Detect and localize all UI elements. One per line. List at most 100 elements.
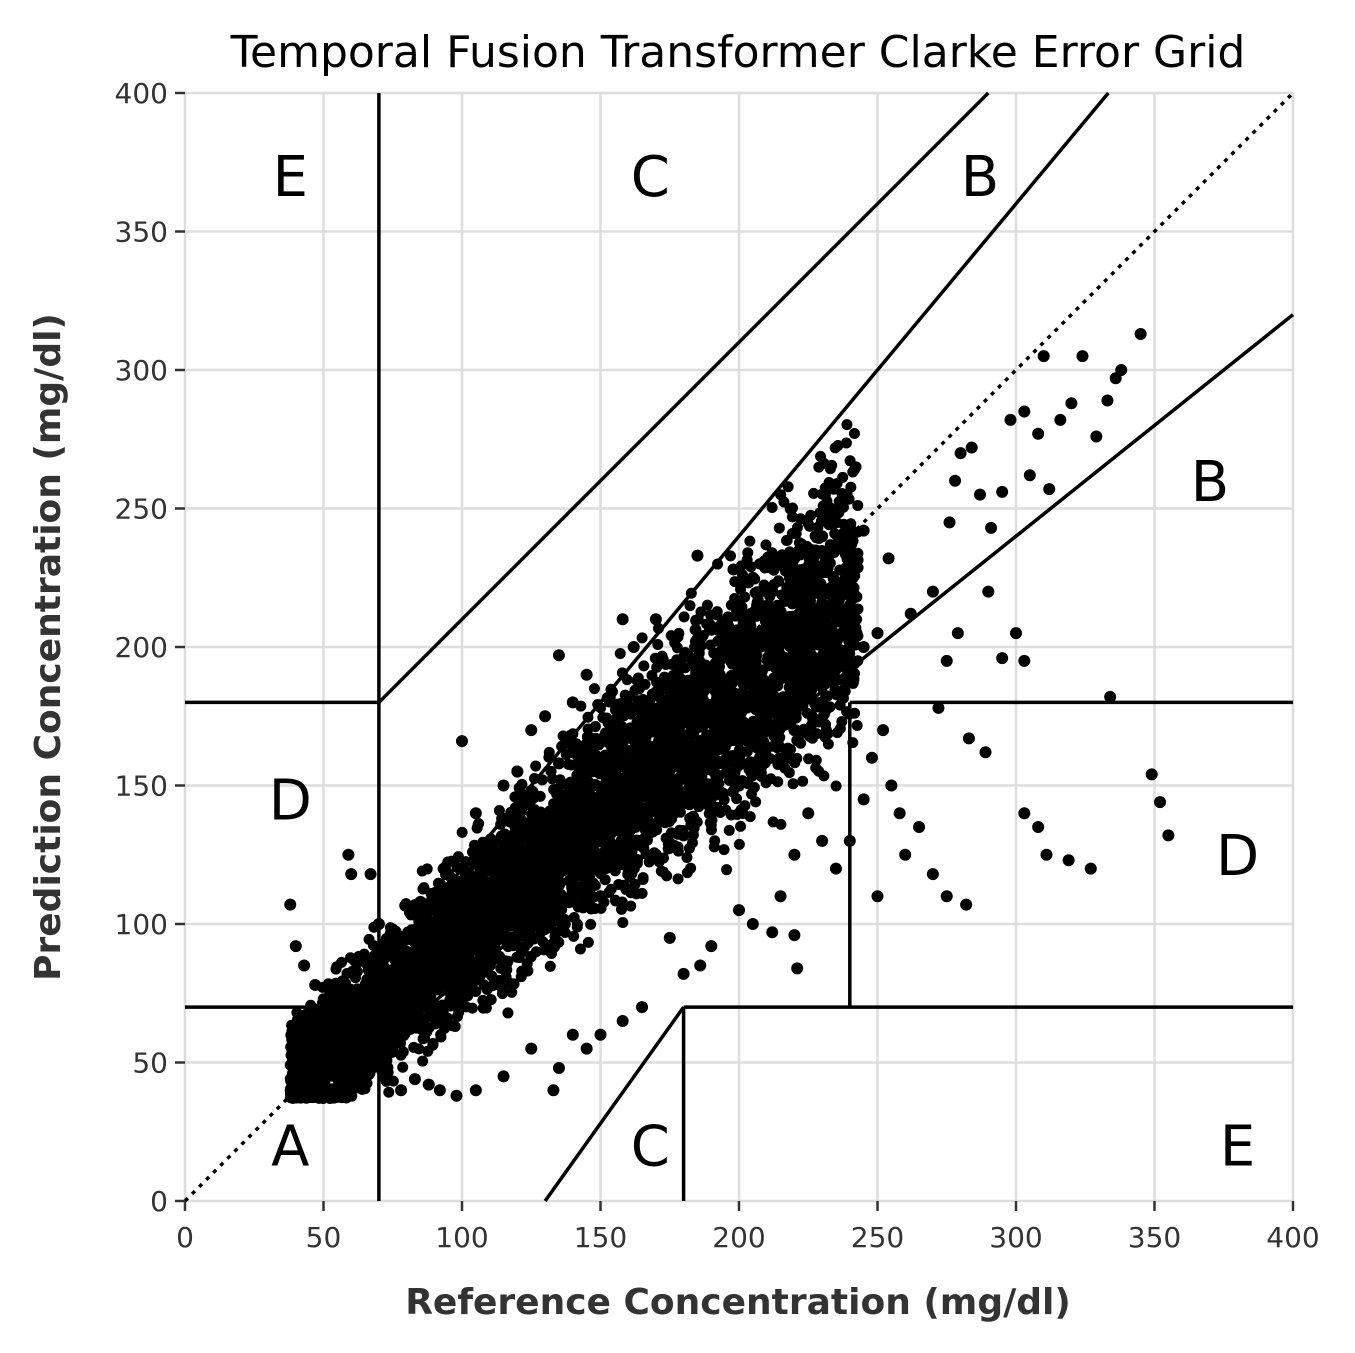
- data-point: [670, 633, 682, 645]
- data-point: [516, 886, 528, 898]
- data-point: [585, 918, 597, 930]
- data-point: [824, 502, 836, 514]
- data-point: [716, 709, 728, 721]
- data-point: [560, 829, 572, 841]
- data-point: [620, 883, 632, 895]
- data-point: [723, 824, 735, 836]
- data-point: [434, 945, 446, 957]
- data-point: [747, 732, 759, 744]
- data-point: [577, 829, 589, 841]
- dense-point-cloud: [284, 419, 864, 1104]
- data-point: [481, 983, 493, 995]
- data-point: [613, 816, 625, 828]
- data-point: [605, 883, 617, 895]
- data-point: [651, 685, 663, 697]
- data-point: [513, 952, 525, 964]
- data-point: [751, 596, 763, 608]
- data-point: [747, 715, 759, 727]
- data-point: [601, 712, 613, 724]
- data-point: [544, 960, 556, 972]
- data-point: [829, 442, 841, 454]
- data-point: [659, 696, 671, 708]
- data-point: [807, 652, 819, 664]
- data-point: [684, 799, 696, 811]
- data-point: [588, 683, 600, 695]
- data-point: [759, 562, 771, 574]
- data-point: [608, 753, 620, 765]
- data-point: [652, 639, 664, 651]
- data-point: [686, 837, 698, 849]
- data-point: [755, 771, 767, 783]
- data-point: [498, 849, 510, 861]
- data-point: [537, 936, 549, 948]
- data-point: [738, 572, 750, 584]
- data-point: [691, 816, 703, 828]
- data-point: [745, 561, 757, 573]
- data-point: [744, 756, 756, 768]
- data-point: [549, 887, 561, 899]
- data-point: [330, 963, 342, 975]
- data-point: [574, 839, 586, 851]
- data-point: [469, 858, 481, 870]
- data-point: [574, 943, 586, 955]
- data-point: [689, 624, 701, 636]
- data-point: [737, 699, 749, 711]
- data-point: [482, 922, 494, 934]
- data-point: [803, 554, 815, 566]
- data-point: [742, 778, 754, 790]
- data-point: [559, 789, 571, 801]
- data-point: [679, 729, 691, 741]
- data-point: [782, 583, 794, 595]
- data-point: [729, 592, 741, 604]
- data-point: [472, 937, 484, 949]
- data-point: [383, 1086, 395, 1098]
- data-point: [471, 822, 483, 834]
- data-point: [766, 502, 778, 514]
- data-point: [745, 679, 757, 691]
- data-point: [585, 903, 597, 915]
- data-point: [451, 903, 463, 915]
- data-point: [805, 685, 817, 697]
- data-point: [608, 743, 620, 755]
- data-point: [630, 724, 642, 736]
- data-point: [808, 487, 820, 499]
- data-point: [466, 1002, 478, 1014]
- data-point: [751, 586, 763, 598]
- data-point: [386, 1047, 398, 1059]
- data-point: [795, 601, 807, 613]
- data-point: [815, 450, 827, 462]
- data-point: [695, 606, 707, 618]
- data-point: [678, 611, 690, 623]
- data-point: [727, 629, 739, 641]
- data-point: [773, 522, 785, 534]
- data-point: [724, 550, 736, 562]
- data-point: [660, 734, 672, 746]
- data-point: [335, 994, 347, 1006]
- data-point: [690, 664, 702, 676]
- data-point: [560, 749, 572, 761]
- data-point: [840, 437, 852, 449]
- data-point: [847, 621, 859, 633]
- data-point: [680, 737, 692, 749]
- data-point: [624, 690, 636, 702]
- data-point: [585, 857, 597, 869]
- data-point: [477, 849, 489, 861]
- data-point: [773, 740, 785, 752]
- data-point: [382, 1062, 394, 1074]
- data-point: [350, 972, 362, 984]
- data-point: [603, 788, 615, 800]
- data-point: [704, 619, 716, 631]
- data-point: [684, 714, 696, 726]
- data-point: [417, 1033, 429, 1045]
- data-point: [852, 603, 864, 615]
- data-point: [835, 501, 847, 513]
- data-point: [570, 748, 582, 760]
- data-point: [485, 994, 497, 1006]
- data-point: [455, 999, 467, 1011]
- data-point: [672, 873, 684, 885]
- data-point: [638, 842, 650, 854]
- data-point: [827, 634, 839, 646]
- data-point: [700, 707, 712, 719]
- data-point: [715, 619, 727, 631]
- data-point: [287, 1059, 299, 1071]
